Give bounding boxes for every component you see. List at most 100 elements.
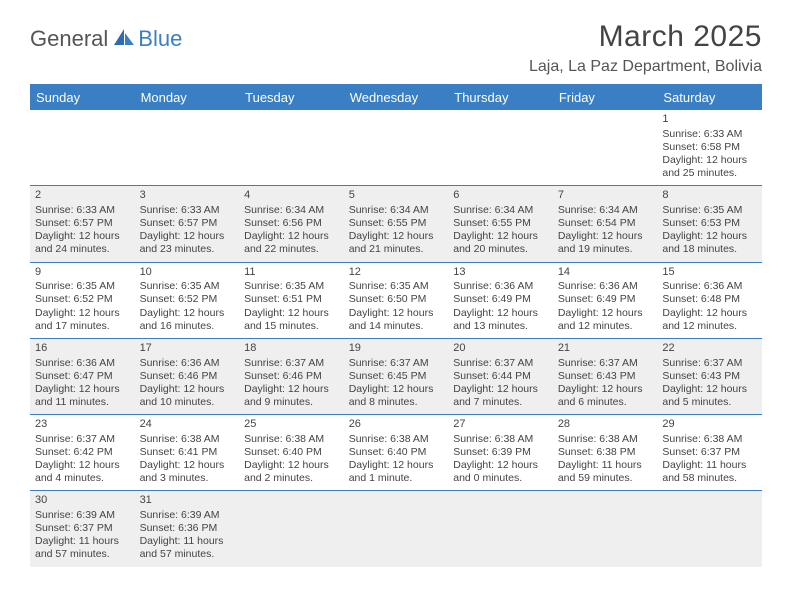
sunrise-text: Sunrise: 6:38 AM [453, 433, 548, 446]
sunset-text: Sunset: 6:39 PM [453, 446, 548, 459]
sunset-text: Sunset: 6:38 PM [558, 446, 653, 459]
sunrise-text: Sunrise: 6:34 AM [558, 204, 653, 217]
calendar-day-cell [448, 110, 553, 186]
day-number: 5 [349, 189, 444, 203]
calendar-day-cell: 1Sunrise: 6:33 AMSunset: 6:58 PMDaylight… [657, 110, 762, 186]
sunset-text: Sunset: 6:48 PM [662, 293, 757, 306]
sunrise-text: Sunrise: 6:37 AM [244, 357, 339, 370]
daylight-text: Daylight: 11 hours and 57 minutes. [35, 535, 130, 561]
daylight-text: Daylight: 12 hours and 8 minutes. [349, 383, 444, 409]
day-number: 13 [453, 266, 548, 280]
sunset-text: Sunset: 6:42 PM [35, 446, 130, 459]
calendar-day-cell [553, 491, 658, 567]
sunset-text: Sunset: 6:46 PM [244, 370, 339, 383]
calendar-day-cell [657, 491, 762, 567]
sunrise-text: Sunrise: 6:38 AM [558, 433, 653, 446]
sunrise-text: Sunrise: 6:35 AM [140, 280, 235, 293]
sunset-text: Sunset: 6:36 PM [140, 522, 235, 535]
sunset-text: Sunset: 6:41 PM [140, 446, 235, 459]
sunset-text: Sunset: 6:46 PM [140, 370, 235, 383]
calendar-day-cell: 21Sunrise: 6:37 AMSunset: 6:43 PMDayligh… [553, 338, 658, 414]
sunrise-text: Sunrise: 6:33 AM [35, 204, 130, 217]
sunset-text: Sunset: 6:52 PM [140, 293, 235, 306]
calendar-day-cell [344, 110, 449, 186]
daylight-text: Daylight: 12 hours and 4 minutes. [35, 459, 130, 485]
sunrise-text: Sunrise: 6:35 AM [35, 280, 130, 293]
day-header-thursday: Thursday [448, 85, 553, 111]
sunset-text: Sunset: 6:55 PM [453, 217, 548, 230]
sunrise-text: Sunrise: 6:39 AM [140, 509, 235, 522]
day-number: 22 [662, 342, 757, 356]
calendar-week-row: 1Sunrise: 6:33 AMSunset: 6:58 PMDaylight… [30, 110, 762, 186]
sunrise-text: Sunrise: 6:35 AM [662, 204, 757, 217]
daylight-text: Daylight: 12 hours and 1 minute. [349, 459, 444, 485]
day-number: 27 [453, 418, 548, 432]
calendar-day-cell: 18Sunrise: 6:37 AMSunset: 6:46 PMDayligh… [239, 338, 344, 414]
daylight-text: Daylight: 12 hours and 14 minutes. [349, 307, 444, 333]
daylight-text: Daylight: 12 hours and 2 minutes. [244, 459, 339, 485]
calendar-day-cell: 11Sunrise: 6:35 AMSunset: 6:51 PMDayligh… [239, 262, 344, 338]
day-number: 10 [140, 266, 235, 280]
daylight-text: Daylight: 12 hours and 9 minutes. [244, 383, 339, 409]
day-number: 23 [35, 418, 130, 432]
daylight-text: Daylight: 12 hours and 24 minutes. [35, 230, 130, 256]
header: General Blue March 2025 Laja, La Paz Dep… [30, 20, 762, 76]
sunrise-text: Sunrise: 6:34 AM [453, 204, 548, 217]
sunset-text: Sunset: 6:47 PM [35, 370, 130, 383]
calendar-week-row: 23Sunrise: 6:37 AMSunset: 6:42 PMDayligh… [30, 415, 762, 491]
daylight-text: Daylight: 12 hours and 12 minutes. [558, 307, 653, 333]
calendar-day-cell [239, 491, 344, 567]
calendar-day-cell: 15Sunrise: 6:36 AMSunset: 6:48 PMDayligh… [657, 262, 762, 338]
day-number: 29 [662, 418, 757, 432]
calendar-day-cell: 5Sunrise: 6:34 AMSunset: 6:55 PMDaylight… [344, 186, 449, 262]
day-number: 6 [453, 189, 548, 203]
sunset-text: Sunset: 6:53 PM [662, 217, 757, 230]
calendar-day-cell: 31Sunrise: 6:39 AMSunset: 6:36 PMDayligh… [135, 491, 240, 567]
calendar-day-cell: 8Sunrise: 6:35 AMSunset: 6:53 PMDaylight… [657, 186, 762, 262]
sunrise-text: Sunrise: 6:33 AM [662, 128, 757, 141]
sunrise-text: Sunrise: 6:35 AM [349, 280, 444, 293]
sunrise-text: Sunrise: 6:37 AM [662, 357, 757, 370]
day-number: 18 [244, 342, 339, 356]
page-title: March 2025 [529, 20, 762, 54]
sunset-text: Sunset: 6:43 PM [558, 370, 653, 383]
sunrise-text: Sunrise: 6:36 AM [35, 357, 130, 370]
day-number: 20 [453, 342, 548, 356]
calendar-day-cell: 29Sunrise: 6:38 AMSunset: 6:37 PMDayligh… [657, 415, 762, 491]
day-number: 21 [558, 342, 653, 356]
sunset-text: Sunset: 6:37 PM [662, 446, 757, 459]
daylight-text: Daylight: 12 hours and 21 minutes. [349, 230, 444, 256]
calendar-day-cell: 22Sunrise: 6:37 AMSunset: 6:43 PMDayligh… [657, 338, 762, 414]
day-header-sunday: Sunday [30, 85, 135, 111]
calendar-day-cell: 27Sunrise: 6:38 AMSunset: 6:39 PMDayligh… [448, 415, 553, 491]
sunrise-text: Sunrise: 6:39 AM [35, 509, 130, 522]
calendar-day-cell: 4Sunrise: 6:34 AMSunset: 6:56 PMDaylight… [239, 186, 344, 262]
sunset-text: Sunset: 6:49 PM [453, 293, 548, 306]
sunrise-text: Sunrise: 6:36 AM [453, 280, 548, 293]
day-number: 28 [558, 418, 653, 432]
calendar-week-row: 9Sunrise: 6:35 AMSunset: 6:52 PMDaylight… [30, 262, 762, 338]
calendar-day-cell [239, 110, 344, 186]
daylight-text: Daylight: 12 hours and 10 minutes. [140, 383, 235, 409]
calendar-day-cell: 3Sunrise: 6:33 AMSunset: 6:57 PMDaylight… [135, 186, 240, 262]
calendar-table: Sunday Monday Tuesday Wednesday Thursday… [30, 84, 762, 567]
daylight-text: Daylight: 11 hours and 57 minutes. [140, 535, 235, 561]
day-number: 16 [35, 342, 130, 356]
calendar-header-row: Sunday Monday Tuesday Wednesday Thursday… [30, 85, 762, 111]
day-number: 30 [35, 494, 130, 508]
sunrise-text: Sunrise: 6:36 AM [140, 357, 235, 370]
sunrise-text: Sunrise: 6:37 AM [453, 357, 548, 370]
day-number: 17 [140, 342, 235, 356]
calendar-day-cell: 16Sunrise: 6:36 AMSunset: 6:47 PMDayligh… [30, 338, 135, 414]
calendar-week-row: 2Sunrise: 6:33 AMSunset: 6:57 PMDaylight… [30, 186, 762, 262]
sunrise-text: Sunrise: 6:37 AM [35, 433, 130, 446]
sunset-text: Sunset: 6:51 PM [244, 293, 339, 306]
sunset-text: Sunset: 6:37 PM [35, 522, 130, 535]
sunrise-text: Sunrise: 6:33 AM [140, 204, 235, 217]
calendar-week-row: 30Sunrise: 6:39 AMSunset: 6:37 PMDayligh… [30, 491, 762, 567]
sunset-text: Sunset: 6:43 PM [662, 370, 757, 383]
sunset-text: Sunset: 6:50 PM [349, 293, 444, 306]
calendar-day-cell: 12Sunrise: 6:35 AMSunset: 6:50 PMDayligh… [344, 262, 449, 338]
calendar-day-cell: 25Sunrise: 6:38 AMSunset: 6:40 PMDayligh… [239, 415, 344, 491]
day-number: 12 [349, 266, 444, 280]
